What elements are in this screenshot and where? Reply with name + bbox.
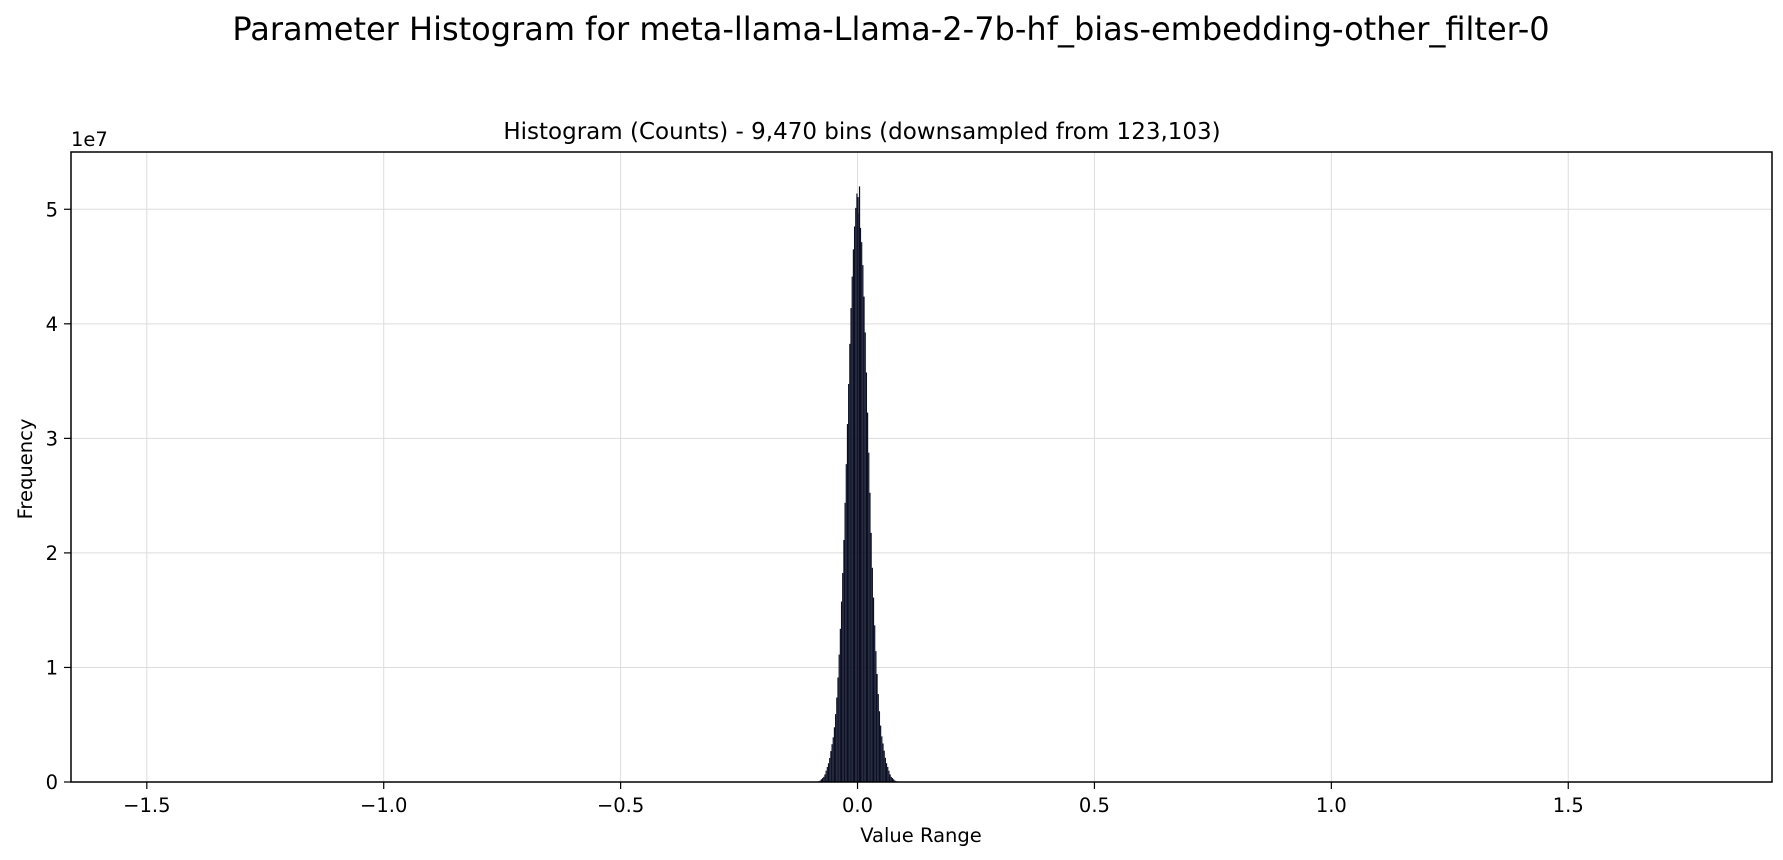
y-offset-label: 1e7	[71, 128, 108, 151]
histogram-bar	[850, 308, 852, 782]
histogram-bar	[836, 697, 838, 782]
histogram-bar	[871, 567, 873, 782]
histogram-bar	[875, 651, 877, 782]
histogram-bar	[821, 778, 824, 782]
x-tick-label: 1.5	[1553, 794, 1584, 817]
x-tick-label: 0.0	[842, 794, 873, 817]
y-tick-label: 3	[46, 427, 58, 450]
x-axis-ticks: −1.5 −1.0 −0.5 0.0 0.5 1.0 1.5	[123, 782, 1584, 817]
histogram-bar	[823, 776, 825, 782]
y-tick-label: 5	[46, 198, 58, 221]
histogram-bar	[825, 770, 827, 782]
histogram-bar	[872, 597, 875, 782]
histogram-bar	[846, 424, 849, 782]
histogram-bar	[835, 714, 837, 782]
histogram-bar	[890, 776, 892, 782]
histogram-bar	[831, 744, 833, 782]
histogram-bar	[848, 383, 850, 782]
y-tick-label: 2	[46, 542, 58, 565]
histogram-bar	[884, 757, 886, 782]
histogram-bar	[842, 572, 844, 782]
histogram-bar	[882, 743, 884, 782]
histogram-bar	[856, 193, 858, 783]
histogram-bar	[833, 727, 836, 782]
histogram-bar	[881, 736, 883, 782]
x-tick-label: −1.0	[360, 794, 407, 817]
histogram-bar	[878, 711, 881, 782]
histogram-bar	[876, 674, 878, 782]
histogram-bar	[864, 332, 866, 782]
histogram-bar	[865, 372, 868, 782]
histogram-bar	[838, 654, 840, 782]
y-tick-label: 0	[46, 771, 58, 794]
histogram-bar	[839, 628, 841, 782]
histogram-bar	[826, 766, 828, 782]
histogram-bar	[857, 197, 859, 782]
histogram-bar	[874, 625, 876, 782]
y-tick-label: 4	[46, 313, 58, 336]
y-tick-label: 1	[46, 656, 58, 679]
histogram-bar	[889, 774, 891, 782]
histogram-bar	[849, 343, 851, 782]
histogram-bar	[863, 296, 865, 782]
histogram-bar	[887, 766, 889, 782]
histogram-bar	[870, 532, 872, 782]
histogram-bar	[877, 694, 879, 782]
y-axis-label: Frequency	[14, 419, 37, 520]
x-tick-label: 0.5	[1079, 794, 1110, 817]
grid-lines	[71, 152, 1772, 782]
histogram-bars	[814, 186, 901, 783]
histogram-bar	[869, 492, 871, 782]
x-axis-label: Value Range	[860, 824, 982, 847]
histogram-bar	[883, 750, 885, 782]
histogram-bar	[829, 757, 831, 782]
histogram-bar	[843, 540, 845, 782]
histogram-bar	[830, 751, 832, 782]
histogram-bar	[824, 774, 826, 782]
histogram-bar	[840, 601, 843, 782]
histogram-bar	[893, 779, 895, 782]
histogram-bar	[837, 677, 839, 782]
histogram-bar	[832, 737, 834, 782]
histogram-bar	[844, 502, 846, 782]
histogram-bar	[885, 763, 888, 782]
histogram-bar	[894, 780, 896, 782]
histogram-bar	[868, 452, 870, 782]
histogram-bar	[867, 412, 869, 782]
histogram-bar	[827, 763, 830, 782]
histogram-bar	[880, 725, 882, 782]
histogram-bar	[861, 242, 863, 783]
plot-frame	[70, 151, 1773, 783]
axes-title: Histogram (Counts) - 9,470 bins (downsam…	[503, 119, 1220, 145]
histogram-bar	[852, 249, 854, 782]
histogram-bar	[819, 780, 821, 782]
histogram-bar	[851, 276, 853, 782]
histogram-bar	[855, 207, 857, 782]
histogram-bar	[820, 779, 822, 782]
histogram-bar	[891, 778, 894, 782]
histogram-bar	[845, 464, 847, 782]
figure-title: Parameter Histogram for meta-llama-Llama…	[232, 10, 1549, 48]
x-tick-label: 1.0	[1316, 794, 1347, 817]
x-tick-label: −1.5	[123, 794, 170, 817]
y-axis-ticks: 0 1 2 3 4 5	[46, 198, 71, 794]
histogram-bar	[853, 226, 856, 783]
x-tick-label: −0.5	[597, 794, 644, 817]
histogram-bar	[862, 265, 864, 782]
histogram-bar	[859, 227, 862, 783]
histogram-bar	[888, 770, 890, 782]
